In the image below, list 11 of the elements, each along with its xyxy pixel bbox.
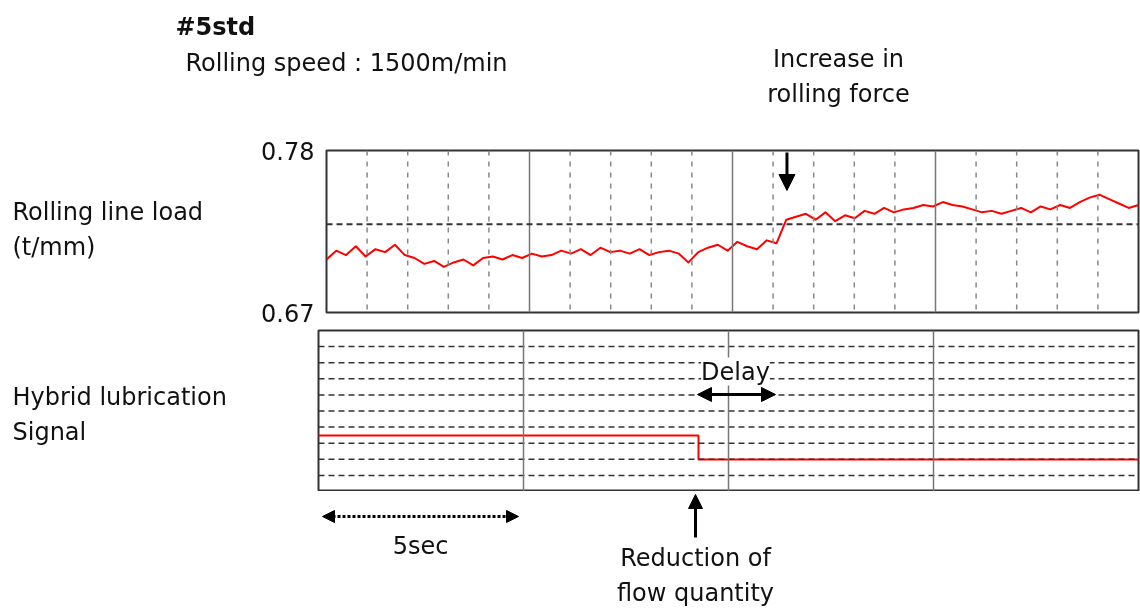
- y-tick-label: 0.78: [261, 137, 315, 166]
- chart-title: #5std: [175, 12, 256, 41]
- y-axis-title: Rolling line load (t/mm): [12, 198, 204, 262]
- text: Delay: [701, 357, 770, 386]
- chart-subtitle: Rolling speed : 1500m/min: [185, 48, 508, 77]
- text: Increase in rolling force: [767, 44, 910, 108]
- y-axis-title: Hybrid lubrication Signal: [12, 382, 227, 446]
- text: 5sec: [392, 531, 449, 560]
- line-series: [326, 193, 1139, 268]
- y-tick-label: 0.67: [261, 299, 315, 328]
- text: Reduction of flow quantity: [616, 543, 775, 607]
